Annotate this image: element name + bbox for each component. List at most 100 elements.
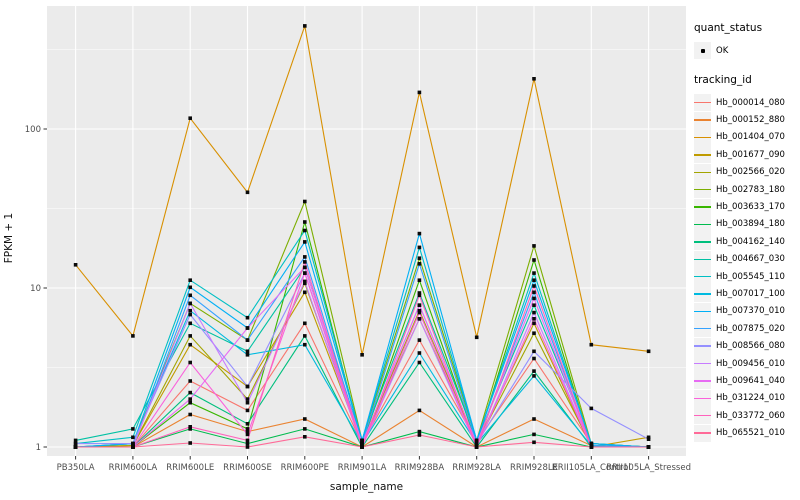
legend-line-swatch <box>694 432 711 434</box>
data-point <box>417 90 422 95</box>
legend-item-Hb_065521_010: Hb_065521_010 <box>694 424 800 442</box>
data-point <box>646 349 651 354</box>
data-point <box>532 369 536 373</box>
data-point <box>417 408 422 413</box>
data-point <box>532 349 536 354</box>
legend-key-box <box>694 424 711 442</box>
legend-key-box <box>694 198 711 216</box>
legend-key-box <box>694 163 711 181</box>
x-axis-title: sample_name <box>329 481 404 493</box>
x-tick-label: RRII105LA_Control <box>552 463 631 473</box>
legend-title-quant-status: quant_status <box>694 22 763 34</box>
legend-key-box <box>694 42 711 59</box>
legend-item-Hb_003894_180: Hb_003894_180 <box>694 215 800 233</box>
data-point <box>360 438 364 443</box>
x-tick-label: RRIM600SE <box>223 463 272 473</box>
data-point <box>532 317 536 321</box>
data-point <box>188 427 192 431</box>
data-point <box>131 441 135 446</box>
data-point <box>245 400 250 405</box>
legend-label: Hb_008566_080 <box>716 341 785 352</box>
data-point <box>188 116 192 120</box>
legend-item-Hb_004667_030: Hb_004667_030 <box>694 250 800 268</box>
legend-key-box <box>694 94 711 112</box>
legend-item-Hb_007875_020: Hb_007875_020 <box>694 320 800 338</box>
legend-item-Hb_007370_010: Hb_007370_010 <box>694 302 800 320</box>
legend-label: Hb_001404_070 <box>716 132 785 143</box>
legend: quant_status OK tracking_id Hb_000014_08… <box>694 22 800 442</box>
legend-line-swatch <box>694 136 711 139</box>
data-point <box>360 441 364 446</box>
data-point <box>188 397 192 401</box>
data-point <box>532 356 536 361</box>
legend-label: Hb_004667_030 <box>716 254 785 265</box>
legend-key-box <box>694 268 711 286</box>
data-point <box>303 24 307 28</box>
data-point <box>417 338 422 342</box>
data-point <box>245 315 250 320</box>
data-point <box>245 338 250 342</box>
data-point <box>646 445 651 449</box>
data-point <box>303 260 307 264</box>
data-point <box>188 308 192 313</box>
data-point <box>303 342 307 347</box>
legend-key-box <box>694 407 711 425</box>
legend-label: Hb_033772_060 <box>716 410 785 421</box>
data-point <box>303 265 307 270</box>
legend-line-swatch <box>694 171 711 173</box>
legend-item-Hb_033772_060: Hb_033772_060 <box>694 407 800 425</box>
legend-item-Hb_000152_880: Hb_000152_880 <box>694 111 800 129</box>
data-point <box>245 408 250 413</box>
legend-item-Hb_009641_040: Hb_009641_040 <box>694 372 800 390</box>
y-tick-label: 1 <box>36 443 41 453</box>
data-point <box>188 379 192 383</box>
legend-label: Hb_007370_010 <box>716 306 785 317</box>
data-point <box>303 220 307 224</box>
legend-key-box <box>694 337 711 355</box>
legend-label: Hb_001677_090 <box>716 149 785 160</box>
data-point <box>532 310 536 315</box>
data-point <box>417 291 422 295</box>
data-point <box>303 435 307 439</box>
legend-line-swatch <box>694 415 711 417</box>
data-point <box>245 397 250 401</box>
data-point <box>188 441 192 445</box>
legend-items-list: Hb_000014_080 Hb_000152_880 Hb_001404_070 H… <box>694 94 800 442</box>
legend-line-swatch <box>694 310 711 313</box>
data-point <box>303 321 307 326</box>
data-point <box>532 432 536 437</box>
data-point <box>532 290 536 295</box>
legend-line-swatch <box>694 345 711 347</box>
data-point <box>188 342 192 347</box>
x-tick-label: RRIM600LA <box>109 463 158 473</box>
legend-item-Hb_008566_080: Hb_008566_080 <box>694 337 800 355</box>
legend-item-Hb_005545_110: Hb_005545_110 <box>694 268 800 286</box>
legend-key-box <box>694 215 711 233</box>
data-point <box>474 445 479 449</box>
data-point <box>188 321 192 326</box>
data-point <box>303 228 307 233</box>
data-point <box>589 406 594 411</box>
legend-line-swatch <box>694 119 711 121</box>
data-point <box>417 278 422 282</box>
data-point <box>188 312 192 317</box>
legend-item-Hb_000014_080: Hb_000014_080 <box>694 94 800 112</box>
data-point <box>188 278 192 282</box>
data-point <box>245 432 250 437</box>
data-point <box>474 335 479 340</box>
legend-label: Hb_002783_180 <box>716 184 785 195</box>
data-point <box>532 440 536 445</box>
data-point <box>73 438 78 443</box>
legend-item-Hb_003633_170: Hb_003633_170 <box>694 198 800 216</box>
data-point <box>417 262 422 266</box>
data-point <box>245 441 250 446</box>
data-point <box>73 263 78 267</box>
legend-item-Hb_031224_010: Hb_031224_010 <box>694 389 800 407</box>
data-point <box>131 435 135 440</box>
data-point <box>245 190 250 195</box>
legend-label: Hb_005545_110 <box>716 271 785 282</box>
data-point <box>417 429 422 434</box>
data-point <box>532 303 536 307</box>
data-point <box>589 342 594 347</box>
